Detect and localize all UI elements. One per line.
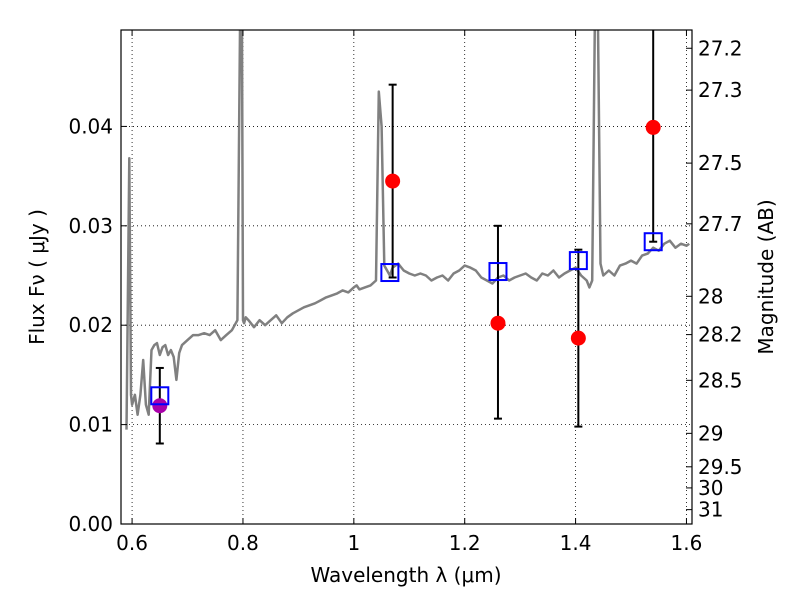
- y-tick-label: 0.03: [68, 214, 113, 238]
- y-tick-label: 0.02: [68, 313, 113, 337]
- x-tick-label: 1: [347, 531, 360, 555]
- y2-tick-label: 28: [698, 284, 723, 308]
- plot-frame: [120, 29, 693, 525]
- y2-tick-label: 30: [698, 476, 723, 500]
- model-point: [380, 263, 400, 283]
- y2-axis-label: Magnitude (AB): [754, 199, 778, 354]
- spectrum-line: [125, 30, 690, 430]
- x-tick-label: 1.2: [449, 531, 481, 555]
- y2-tick-label: 28.2: [698, 323, 743, 347]
- y2-tick-label: 27.3: [698, 78, 743, 102]
- y2-tick-label: 29: [698, 421, 723, 445]
- y-tick-label: 0.04: [68, 114, 113, 138]
- model-point: [643, 232, 663, 252]
- y-tick-label: 0.00: [68, 512, 113, 536]
- y-axis-label: Flux Fν ( μJy ): [25, 209, 49, 345]
- model-point: [568, 251, 588, 271]
- y2-tick-label: 27.2: [698, 36, 743, 60]
- x-tick-label: 0.6: [116, 531, 148, 555]
- y2-tick-label: 27.7: [698, 212, 743, 236]
- data-point: [645, 119, 661, 135]
- data-point: [490, 315, 506, 331]
- y2-tick-label: 31: [698, 498, 723, 522]
- y2-tick-label: 29.5: [698, 455, 743, 479]
- model-point: [150, 386, 170, 406]
- data-point: [152, 398, 168, 414]
- x-axis-label: Wavelength λ (μm): [310, 563, 501, 587]
- model-point: [488, 262, 508, 282]
- y2-tick-label: 27.5: [698, 151, 743, 175]
- ticks: 0.6 0.8 1 1.2 1.4 1.6 0.00 0.01 0.02 0.03 0.04 27.2…: [68, 30, 743, 555]
- y-tick-label: 0.01: [68, 413, 113, 437]
- x-tick-label: 0.8: [227, 531, 259, 555]
- plot-area: [125, 30, 690, 445]
- x-tick-label: 1.4: [560, 531, 592, 555]
- data-point: [570, 330, 586, 346]
- y2-tick-label: 28.5: [698, 368, 743, 392]
- x-tick-label: 1.6: [671, 531, 703, 555]
- data-point: [385, 173, 401, 189]
